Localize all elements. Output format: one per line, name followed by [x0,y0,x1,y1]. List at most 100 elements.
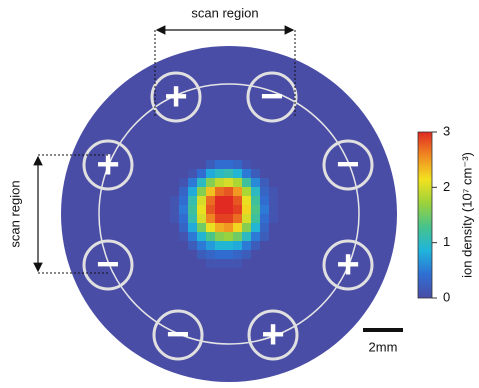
electrode [152,309,204,361]
heat-cell [197,223,207,233]
electrode-sign: + [164,75,187,119]
heat-cell [269,250,279,260]
electrode-sign: + [96,143,119,187]
heat-cell [233,214,243,224]
heat-cell [251,214,261,224]
heat-cell [260,169,270,179]
heat-cell [170,250,180,260]
heat-cell [206,169,216,179]
heat-cell [269,187,279,197]
heat-cell [260,241,270,251]
heat-cell [197,205,207,215]
heat-cell [269,223,279,233]
electrode [150,71,202,123]
heat-cell [251,259,261,269]
heat-cell [242,205,252,215]
heat-cell [206,241,216,251]
heat-cell [215,160,225,170]
heat-cell [242,160,252,170]
heat-cell [233,187,243,197]
heat-cell [206,178,216,188]
heat-cell [233,241,243,251]
heat-cell [278,196,288,206]
heat-cell [188,196,198,206]
colorbar-tick-label: 1 [443,234,450,249]
heat-cell [188,205,198,215]
electrode-sign: + [336,243,359,287]
heat-cell [179,178,189,188]
heat-cell [224,241,234,251]
heat-cell [233,196,243,206]
electrode [82,139,134,191]
heat-cell [206,160,216,170]
heat-cell [206,259,216,269]
heat-cell [242,169,252,179]
colorbar-tick-label: 3 [443,123,450,138]
heat-cell [269,214,279,224]
electrode-ring [98,83,360,345]
heat-cell [215,178,225,188]
electrode [247,309,299,361]
heat-cell [179,160,189,170]
heat-cell [278,223,288,233]
heat-cell [170,187,180,197]
heat-cell [242,223,252,233]
heat-cell [179,259,189,269]
electrode-sign: − [336,143,359,187]
heat-cell [206,196,216,206]
heat-cell [206,214,216,224]
heat-cell [260,214,270,224]
heat-cell [188,250,198,260]
heat-cell [278,178,288,188]
heat-cell [278,187,288,197]
heat-cell [251,169,261,179]
heat-cell [242,196,252,206]
electrode-sign: + [261,313,284,357]
heat-cell [179,187,189,197]
heat-cell [233,259,243,269]
heat-cell [197,232,207,242]
heat-cell [269,196,279,206]
electrode [82,239,134,291]
heat-cell [170,259,180,269]
electrode-sign: − [166,313,189,357]
heat-cell [224,205,234,215]
heat-cell [278,232,288,242]
scale-label: 2mm [369,339,398,354]
heat-cell [233,205,243,215]
heat-cell [242,232,252,242]
heat-cell [269,205,279,215]
heat-cell [251,196,261,206]
heat-cell [242,214,252,224]
heat-cell [188,223,198,233]
colorbar-label: ion density (10⁷ cm⁻³) [459,152,474,278]
heat-cell [170,232,180,242]
heat-cell [224,196,234,206]
heat-cell [260,259,270,269]
colorbar-tick-label: 2 [443,179,450,194]
heat-cell [251,241,261,251]
heat-cell [260,196,270,206]
colorbar [417,131,433,299]
electrode [322,139,374,191]
heat-cell [278,250,288,260]
heat-cell [260,205,270,215]
heat-cell [197,187,207,197]
heat-cell [224,223,234,233]
heat-cell [233,160,243,170]
heat-cell [260,160,270,170]
heat-cell [251,178,261,188]
heat-cell [242,187,252,197]
electrode [322,239,374,291]
scan-label: scan region [7,180,22,247]
heat-cell [170,169,180,179]
electrode-sign: − [260,75,283,119]
heat-cell [206,223,216,233]
heat-cell [260,223,270,233]
heat-cell [242,259,252,269]
heat-cell [269,169,279,179]
heat-cell [215,187,225,197]
heat-cell [170,196,180,206]
heat-cell [179,214,189,224]
heat-cell [233,223,243,233]
